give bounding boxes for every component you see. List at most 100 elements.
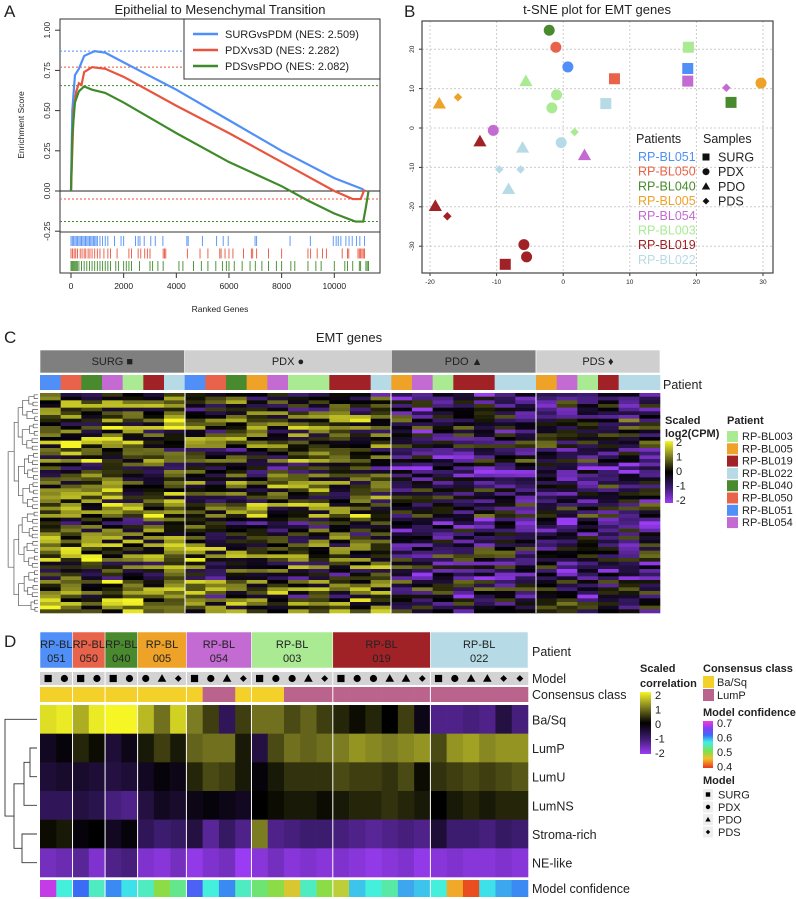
heatmap-cell [226, 444, 247, 449]
heatmap-cell [412, 440, 433, 445]
heatmap-cell [329, 536, 351, 540]
heatmap-cell [184, 422, 206, 427]
heatmap-cell [556, 528, 578, 533]
heatmap-cell [164, 554, 185, 559]
heatmap-cell [267, 569, 289, 573]
heatmap-cell [288, 437, 309, 441]
correlation-cell [479, 733, 496, 763]
heatmap-cell [639, 448, 661, 452]
heatmap-cell [639, 473, 661, 478]
heatmap-cell [577, 451, 599, 456]
heatmap-cell [40, 510, 61, 515]
annotation-label-consensus: Consensus class [532, 688, 627, 702]
heatmap-cell [102, 396, 123, 401]
heatmap-cell [618, 451, 640, 456]
consensus-cell [511, 687, 529, 702]
heatmap-cell [164, 517, 185, 522]
heatmap-cell [40, 484, 61, 489]
heatmap-cell [432, 393, 454, 397]
y-axis-label-a: Enrichment Score [16, 91, 26, 159]
heatmap-cell [391, 433, 413, 438]
heatmap-cell [474, 429, 495, 434]
heatmap-cell [515, 495, 537, 500]
tsne-point-pdo [501, 182, 516, 195]
dendrogram-branch [18, 465, 25, 497]
heatmap-cell [370, 561, 392, 566]
heatmap-cell [536, 576, 557, 581]
correlation-cell [170, 819, 187, 849]
heatmap-cell [494, 495, 516, 500]
heatmap-cell [474, 609, 495, 614]
heatmap-cell [267, 481, 289, 485]
heatmap-cell [81, 554, 103, 559]
heatmap-cell [226, 455, 247, 460]
heatmap-cell [536, 466, 557, 471]
patient-annotation-cell [639, 375, 661, 390]
heatmap-cell [536, 547, 557, 551]
heatmap-cell [122, 407, 144, 412]
patient-annotation-cell [143, 375, 165, 390]
heatmap-cell [60, 521, 82, 526]
heatmap-cell [515, 510, 537, 515]
heatmap-cell [246, 451, 268, 456]
heatmap-cell [226, 547, 247, 551]
heatmap-cell [184, 580, 206, 584]
heatmap-cell [453, 503, 475, 507]
heatmap-cell [40, 492, 61, 496]
correlation-cell [186, 819, 203, 849]
heatmap-cell [350, 481, 371, 485]
confidence-cell [511, 880, 529, 897]
heatmap-cell [474, 602, 495, 606]
heatmap-cell [246, 528, 268, 533]
heatmap-cell [556, 572, 578, 577]
heatmap-cell [205, 484, 227, 489]
heatmap-cell [81, 602, 103, 606]
heatmap-cell [370, 565, 392, 570]
heatmap-cell [494, 558, 516, 562]
heatmap-cell [329, 451, 351, 456]
heatmap-cell [184, 499, 206, 504]
heatmap-cell [246, 495, 268, 500]
heatmap-cell [494, 466, 516, 471]
heatmap-cell [184, 484, 206, 489]
heatmap-cell [246, 455, 268, 460]
heatmap-cell [329, 539, 351, 544]
heatmap-cell [515, 418, 537, 423]
heatmap-cell [412, 547, 433, 551]
heatmap-cell [618, 539, 640, 544]
heatmap-cell [412, 404, 433, 408]
heatmap-cell [184, 440, 206, 445]
heatmap-cell [350, 525, 371, 529]
heatmap-cell [494, 609, 516, 614]
heatmap-cell [432, 437, 454, 441]
heatmap-cell [618, 484, 640, 489]
heatmap-cell [598, 459, 619, 463]
heatmap-cell [122, 470, 144, 474]
heatmap-cell [598, 444, 619, 449]
heatmap-cell [102, 411, 123, 416]
group-header-label: PDO ▲ [445, 356, 483, 368]
group-header-label: SURG ■ [92, 356, 133, 368]
heatmap-cell [143, 517, 165, 522]
correlation-cell [40, 705, 57, 734]
heatmap-cell [577, 488, 599, 493]
heatmap-cell [40, 466, 61, 471]
colorbar-title-d: Scaled [640, 663, 675, 675]
heatmap-cell [577, 440, 599, 445]
heatmap-cell [412, 451, 433, 456]
heatmap-cell [618, 565, 640, 570]
correlation-cell [332, 848, 350, 878]
heatmap-cell [432, 536, 454, 540]
heatmap-cell [205, 396, 227, 401]
heatmap-cell [246, 525, 268, 529]
heatmap-cell [143, 495, 165, 500]
heatmap-cell [618, 492, 640, 496]
heatmap-cell [536, 565, 557, 570]
heatmap-cell [350, 411, 371, 416]
heatmap-cell [412, 521, 433, 526]
heatmap-cell [60, 466, 82, 471]
heatmap-cell [494, 462, 516, 467]
heatmap-cell [391, 576, 413, 581]
heatmap-cell [639, 466, 661, 471]
heatmap-cell [639, 594, 661, 599]
